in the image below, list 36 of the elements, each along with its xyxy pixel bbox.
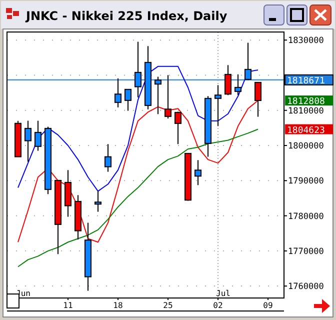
y-tick-label: 1800000: [288, 141, 324, 152]
candlestick: [214, 84, 222, 127]
y-tick-label: 1790000: [288, 176, 324, 187]
candlestick: [24, 120, 32, 162]
candlestick: [34, 120, 42, 152]
chart-title: JNKC - Nikkei 225 Index, Daily: [25, 9, 228, 23]
y-tick-label: 1810000: [288, 106, 324, 116]
x-tick-label: 25: [163, 301, 173, 310]
y-tick-label: 1770000: [288, 246, 324, 257]
candlestick: [174, 111, 182, 145]
candlestick: [134, 41, 142, 98]
candlestick: [244, 42, 252, 81]
text: 1812808: [287, 96, 325, 107]
candlestick: [194, 160, 202, 186]
x-tick-label: 09: [263, 301, 273, 310]
text: 1804623: [287, 126, 325, 136]
candlestick: [224, 64, 232, 96]
x-tick-label: 02: [213, 301, 223, 310]
x-tick-label: 11: [63, 301, 73, 310]
y-tick-label: 1780000: [288, 212, 324, 222]
candlestick: [254, 82, 262, 118]
candlestick: [64, 170, 72, 218]
candlestick: [154, 76, 162, 115]
x-tick-label: 18: [113, 301, 123, 310]
candlestick: [114, 78, 122, 108]
candlestick: [124, 88, 132, 112]
line-series: [18, 66, 258, 192]
candlestick: [234, 74, 242, 96]
candlestick: [104, 144, 112, 172]
annotation: Jul: [216, 289, 231, 298]
candlestick: [94, 190, 102, 212]
y-tick-label: 1830000: [288, 36, 324, 46]
candlestick: [164, 74, 172, 119]
ref-line-label: 1818671: [287, 76, 325, 86]
line-series: [18, 128, 258, 268]
y-tick-label: 1760000: [288, 282, 324, 292]
